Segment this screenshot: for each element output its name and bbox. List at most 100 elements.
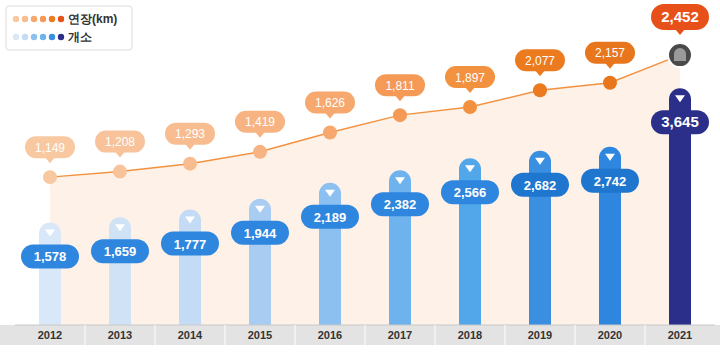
line-label: 1,419 — [245, 115, 275, 129]
bar-label-bg — [581, 169, 639, 193]
line-label-pointer — [185, 144, 195, 150]
x-tick-label: 2020 — [598, 329, 622, 341]
bar-arrow — [255, 206, 265, 213]
x-tick-label: 2017 — [388, 329, 412, 341]
line-label: 1,208 — [105, 135, 135, 149]
x-divider — [155, 325, 156, 345]
line-label-pointer — [605, 63, 615, 69]
bar-label-bg — [161, 232, 219, 256]
line-label-pointer — [255, 132, 265, 138]
line-label: 1,149 — [35, 141, 65, 155]
tunnel-icon — [674, 48, 686, 61]
x-divider — [85, 325, 86, 345]
line-label-bg — [165, 123, 215, 145]
bar — [319, 183, 341, 325]
line-point — [463, 100, 477, 114]
line-point — [183, 157, 197, 171]
line-point — [393, 108, 407, 122]
x-divider — [505, 325, 506, 345]
bar-label: 2,189 — [314, 210, 347, 225]
x-divider — [645, 325, 646, 345]
legend-swatch — [22, 16, 28, 22]
x-axis — [0, 325, 720, 345]
bar-label: 2,682 — [524, 178, 557, 193]
legend-swatch — [40, 16, 46, 22]
line-point — [43, 170, 57, 184]
bar-arrow — [465, 165, 475, 172]
x-divider — [295, 325, 296, 345]
legend-swatch — [40, 34, 46, 40]
bar-label: 1,777 — [174, 237, 207, 252]
line-label-pointer — [535, 70, 545, 76]
x-divider — [365, 325, 366, 345]
line-label-bg — [95, 131, 145, 153]
bar — [39, 222, 61, 325]
bar — [249, 199, 271, 325]
line-label-pointer — [395, 95, 405, 101]
bar-label: 3,645 — [661, 113, 699, 130]
x-tick-label: 2021 — [668, 329, 692, 341]
line-label-pointer — [45, 157, 55, 163]
bar-label-bg — [441, 180, 499, 204]
x-tick-label: 2015 — [248, 329, 272, 341]
legend-swatch — [49, 16, 55, 22]
bar-label-bg — [371, 192, 429, 216]
line-label-bg — [305, 91, 355, 113]
bar-label: 1,659 — [104, 244, 137, 259]
bar-arrow — [605, 154, 615, 161]
legend-swatch — [58, 16, 64, 22]
line-label-pointer — [115, 152, 125, 158]
x-divider — [435, 325, 436, 345]
line-label-bg — [445, 66, 495, 88]
x-tick-label: 2013 — [108, 329, 132, 341]
bar-label: 2,566 — [454, 185, 487, 200]
bar-arrow — [115, 224, 125, 231]
bar-arrow — [325, 190, 335, 197]
line-point — [113, 165, 127, 179]
legend-label: 연장(km) — [68, 12, 117, 26]
bar-label-bg — [21, 244, 79, 268]
legend-swatch — [31, 34, 37, 40]
line-label: 1,293 — [175, 127, 205, 141]
x-tick-label: 2016 — [318, 329, 342, 341]
line-point — [603, 76, 617, 90]
line-point — [668, 43, 692, 67]
chart: 1,5781,6591,7771,9442,1892,3822,5662,682… — [0, 0, 720, 361]
legend-swatch — [49, 34, 55, 40]
x-tick-label: 2012 — [38, 329, 62, 341]
line-label-bg — [651, 4, 709, 30]
x-divider — [575, 325, 576, 345]
line-point — [253, 145, 267, 159]
legend-box — [6, 6, 132, 50]
legend-swatch — [13, 34, 19, 40]
line-label-pointer — [675, 29, 685, 35]
bar-arrow — [395, 177, 405, 184]
bar-label-bg — [91, 239, 149, 263]
bar — [179, 210, 201, 325]
line-label-bg — [375, 74, 425, 96]
line-label: 1,897 — [455, 71, 485, 85]
legend-swatch — [31, 16, 37, 22]
bar — [109, 217, 131, 325]
legend-swatch — [13, 16, 19, 22]
line-label: 2,452 — [661, 8, 699, 25]
line-label: 1,811 — [385, 79, 414, 93]
line-label: 1,626 — [315, 96, 345, 110]
x-tick-label: 2018 — [458, 329, 482, 341]
bar-label-bg — [231, 221, 289, 245]
bar-label: 1,944 — [244, 226, 277, 241]
line-label: 2,077 — [525, 54, 555, 68]
bar-label: 2,742 — [594, 174, 627, 189]
bar-arrow — [45, 229, 55, 236]
line-label-bg — [25, 136, 75, 158]
line-area — [50, 55, 680, 325]
x-tick-label: 2014 — [178, 329, 203, 341]
line-label-bg — [235, 111, 285, 133]
bar-label-bg — [651, 110, 709, 134]
legend-label: 개소 — [68, 30, 92, 44]
line-label: 2,157 — [595, 46, 625, 60]
bar-arrow — [185, 217, 195, 224]
bar-label-bg — [511, 173, 569, 197]
marks — [39, 43, 692, 325]
bar-label-bg — [301, 205, 359, 229]
